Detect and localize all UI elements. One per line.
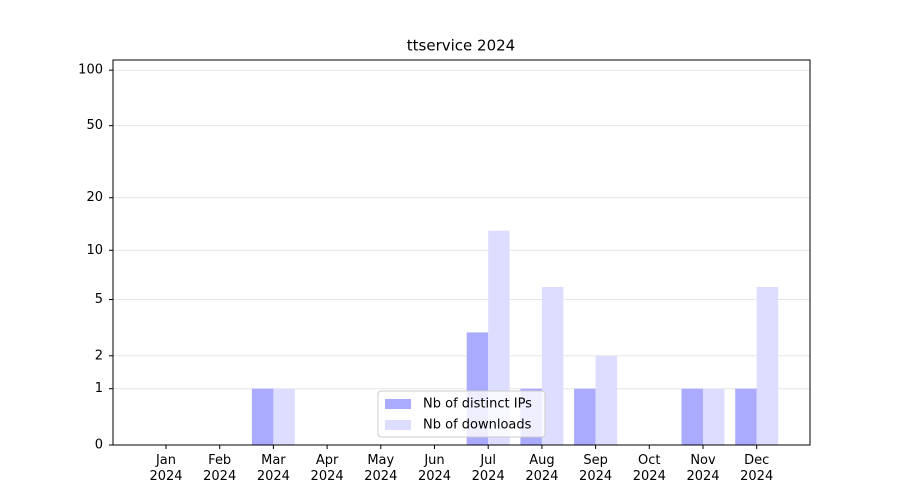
bar <box>251 388 274 445</box>
x-tick-label: Jul 2024 <box>471 453 505 484</box>
x-tick-label: Jan 2024 <box>149 453 183 484</box>
bar <box>595 355 618 445</box>
bar <box>735 388 757 445</box>
legend-box <box>377 390 546 438</box>
bar <box>703 388 725 445</box>
bar <box>541 286 564 445</box>
y-tick-label: 5 <box>95 292 103 307</box>
bar <box>574 388 596 445</box>
y-tick-label: 20 <box>86 190 103 205</box>
legend-label: Nb of distinct IPs <box>423 397 532 412</box>
x-tick-label: Feb 2024 <box>203 453 237 484</box>
legend-label: Nb of downloads <box>423 418 532 433</box>
x-tick-label: Nov 2024 <box>686 453 720 484</box>
bar <box>273 388 295 445</box>
y-tick-label: 2 <box>95 348 103 363</box>
bar <box>756 286 779 445</box>
y-tick-label: 100 <box>78 63 103 78</box>
legend-swatch <box>385 399 411 409</box>
legend: Nb of distinct IPs Nb of downloads <box>377 390 546 438</box>
plot-frame <box>112 59 811 446</box>
x-tick-label: May 2024 <box>364 453 398 484</box>
x-tick-label: Aug 2024 <box>525 453 559 484</box>
y-tick-label: 10 <box>86 243 103 258</box>
x-tick-label: Jun 2024 <box>417 453 452 484</box>
x-tick-label: Sep 2024 <box>579 453 613 484</box>
y-tick-label: 50 <box>86 118 103 133</box>
legend-swatch <box>385 420 411 430</box>
y-tick-label: 1 <box>95 381 103 396</box>
x-tick-label: Mar 2024 <box>256 453 290 484</box>
chart-title: ttservice 2024 <box>407 37 515 55</box>
x-tick-label: Apr 2024 <box>310 453 344 484</box>
y-tick-label: 0 <box>95 438 103 453</box>
x-tick-label: Oct 2024 <box>632 453 666 484</box>
x-tick-label: Dec 2024 <box>740 453 774 484</box>
bar <box>681 388 703 445</box>
